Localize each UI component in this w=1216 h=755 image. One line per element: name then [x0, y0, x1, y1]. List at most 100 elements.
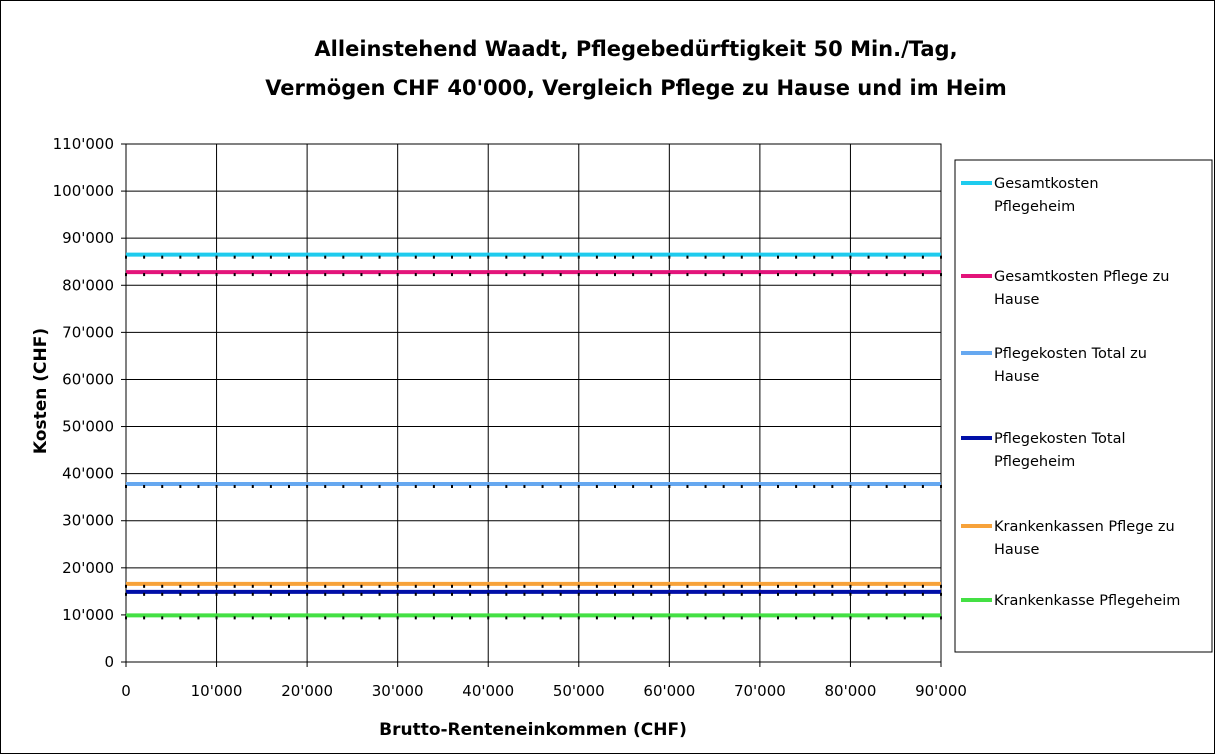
series-marker	[324, 616, 327, 620]
series-marker	[704, 592, 707, 596]
series-marker	[505, 273, 508, 277]
series-marker	[161, 273, 164, 277]
series-marker	[342, 255, 345, 259]
series-marker	[161, 592, 164, 596]
series-marker	[143, 584, 146, 588]
series-marker	[233, 592, 236, 596]
series-marker	[288, 255, 290, 259]
series-marker	[306, 616, 309, 620]
series-marker	[668, 255, 671, 259]
series-marker	[306, 584, 309, 588]
series-marker	[396, 484, 399, 488]
series-marker	[161, 255, 164, 259]
series-marker	[541, 584, 544, 588]
series-marker	[251, 484, 254, 488]
series-marker	[849, 592, 852, 596]
series-marker	[288, 273, 290, 277]
series-marker	[179, 592, 182, 596]
series-marker	[396, 584, 399, 588]
series-marker	[143, 255, 146, 259]
series-marker	[378, 273, 381, 277]
series-marker	[269, 616, 272, 620]
series-marker	[179, 255, 182, 259]
series-marker	[795, 273, 798, 277]
series-marker	[414, 616, 417, 620]
x-tick-label: 20'000	[281, 682, 333, 700]
series-marker	[414, 484, 417, 488]
legend-label: Gesamtkosten	[994, 176, 1099, 192]
series-marker	[849, 273, 852, 277]
series-marker	[885, 616, 888, 620]
series-marker	[559, 484, 562, 488]
series-marker	[469, 616, 472, 620]
series-marker	[306, 592, 309, 596]
series-marker	[650, 584, 653, 588]
series-marker	[487, 273, 490, 277]
series-marker	[668, 616, 671, 620]
y-tick-label: 10'000	[62, 606, 114, 624]
series-marker	[740, 592, 743, 596]
series-marker	[940, 592, 942, 596]
series-marker	[179, 484, 182, 488]
series-marker	[559, 273, 562, 277]
legend-entry-gesamtkosten-pflege-zu-hause: Gesamtkosten Pflege zu Hause	[961, 269, 1169, 308]
x-tick-label: 90'000	[915, 682, 967, 700]
series-marker	[523, 592, 526, 596]
legend-label: Pflegekosten Total zu	[994, 346, 1147, 362]
series-marker	[795, 584, 798, 588]
series-marker	[632, 255, 635, 259]
series-marker	[867, 255, 870, 259]
y-tick-label: 100'000	[53, 182, 114, 200]
series-marker	[686, 616, 689, 620]
series-marker	[269, 592, 272, 596]
series-marker	[758, 584, 761, 588]
series-marker	[650, 484, 653, 488]
series-marker	[795, 616, 798, 620]
series-marker	[269, 255, 272, 259]
series-marker	[179, 616, 182, 620]
series-marker	[360, 273, 363, 277]
series-marker	[795, 255, 798, 259]
series-marker	[903, 484, 906, 488]
series-marker	[614, 584, 616, 588]
series-marker	[903, 592, 906, 596]
series-marker	[523, 616, 526, 620]
series-marker	[523, 273, 526, 277]
series-marker	[921, 616, 924, 620]
series-marker	[831, 584, 834, 588]
series-marker	[921, 584, 924, 588]
chart-title-line-2: Vermögen CHF 40'000, Vergleich Pflege zu…	[265, 76, 1007, 100]
legend-label: Pflegeheim	[994, 199, 1075, 215]
x-tick-label: 10'000	[191, 682, 243, 700]
series-marker	[849, 484, 852, 488]
y-tick-label: 50'000	[62, 418, 114, 436]
series-marker	[777, 255, 779, 259]
series-marker	[215, 584, 218, 588]
series-marker	[469, 584, 472, 588]
series-marker	[777, 616, 779, 620]
series-marker	[414, 584, 417, 588]
series-marker	[903, 616, 906, 620]
series-marker	[740, 255, 743, 259]
series-marker	[632, 484, 635, 488]
series-marker	[215, 592, 218, 596]
legend-label: Pflegekosten Total	[994, 431, 1126, 447]
series-marker	[487, 484, 490, 488]
series-marker	[668, 273, 671, 277]
series-marker	[306, 484, 309, 488]
series-marker	[197, 592, 200, 596]
series-marker	[777, 273, 779, 277]
series-marker	[432, 255, 435, 259]
series-marker	[269, 584, 272, 588]
series-marker	[595, 484, 598, 488]
series-marker	[360, 616, 363, 620]
legend: Gesamtkosten Pflegeheim Gesamtkosten Pfleg…	[954, 159, 1213, 653]
series-marker	[487, 616, 490, 620]
series-marker	[197, 616, 200, 620]
series-marker	[921, 255, 924, 259]
series-marker	[324, 592, 327, 596]
series-marker	[831, 273, 834, 277]
series-marker	[831, 484, 834, 488]
series-marker	[505, 255, 508, 259]
